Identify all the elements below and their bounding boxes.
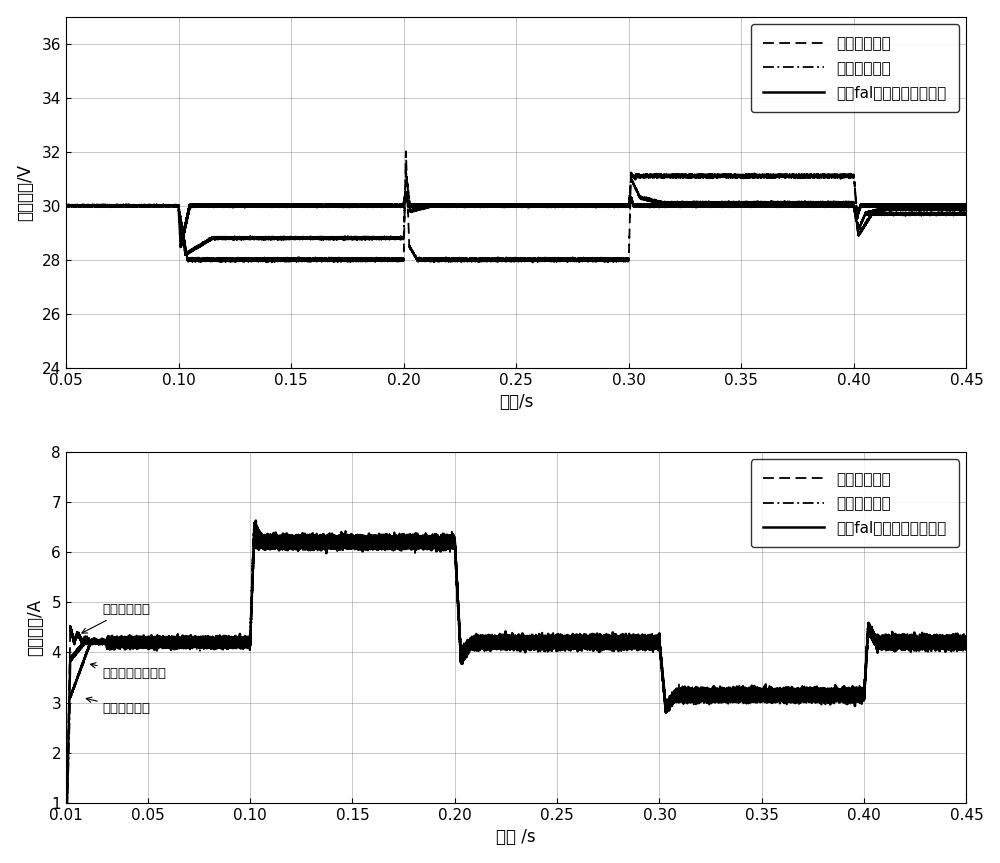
- X-axis label: 时间 /s: 时间 /s: [496, 828, 536, 847]
- X-axis label: 时间/s: 时间/s: [499, 394, 533, 411]
- Text: 传统无源控制: 传统无源控制: [82, 603, 151, 633]
- Legend: 传统无源控制, 积分无源控制, 基于fal函数积分无源控制: 传统无源控制, 积分无源控制, 基于fal函数积分无源控制: [751, 24, 959, 112]
- Text: 积分无源控制: 积分无源控制: [86, 697, 151, 715]
- Legend: 传统无源控制, 积分无源控制, 基于fal函数积分无源控制: 传统无源控制, 积分无源控制, 基于fal函数积分无源控制: [751, 459, 959, 547]
- Y-axis label: 输出电压/V: 输出电压/V: [17, 164, 35, 221]
- Y-axis label: 电感电流/A: 电感电流/A: [26, 599, 44, 656]
- Text: 改进积分无源控制: 改进积分无源控制: [90, 663, 167, 679]
